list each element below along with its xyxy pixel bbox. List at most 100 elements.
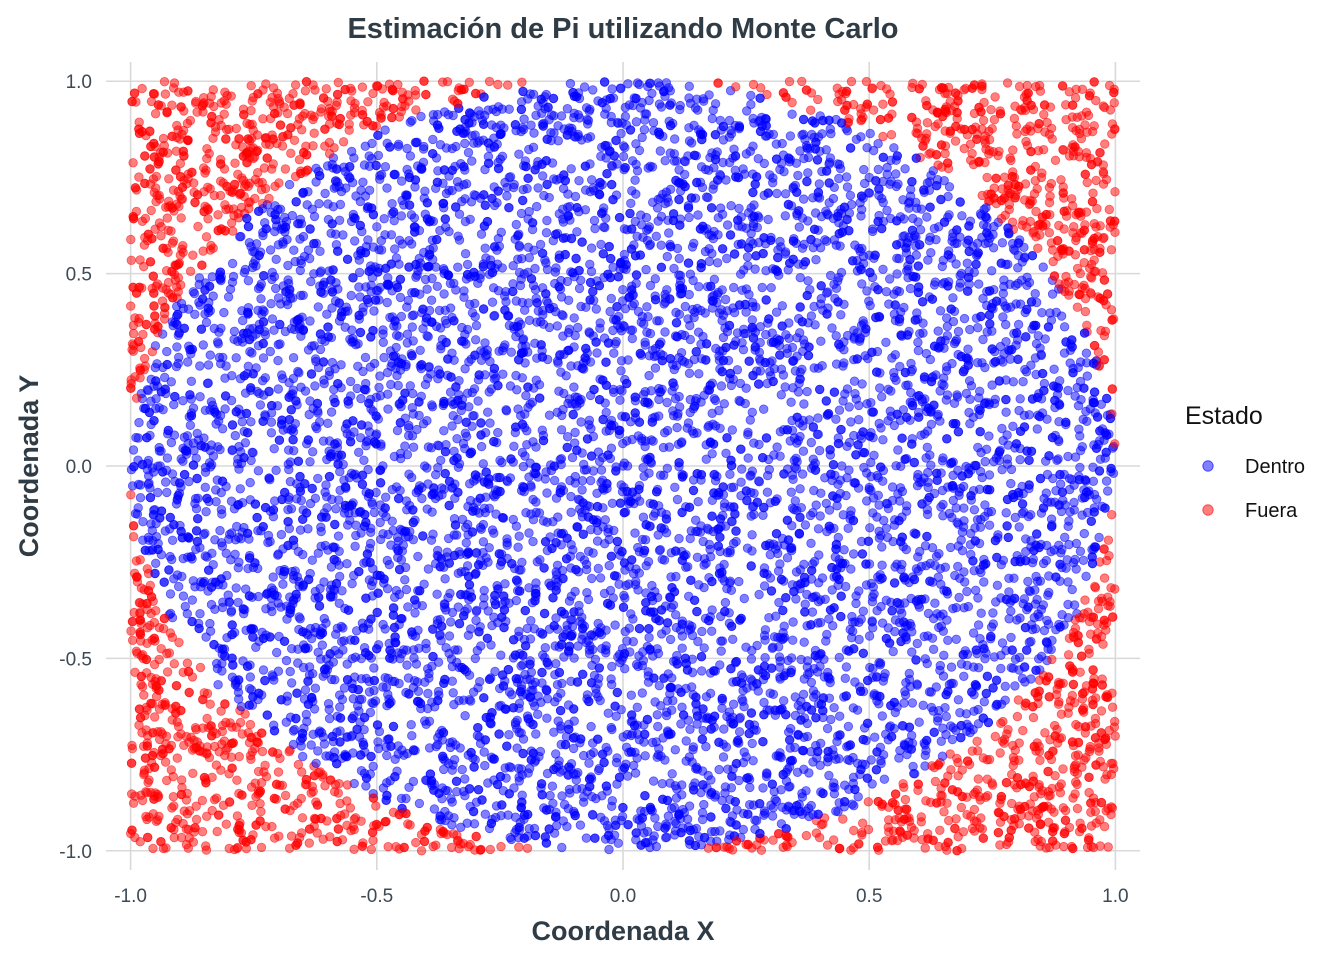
data-point-fuera: [785, 77, 794, 86]
data-point-dentro: [298, 550, 307, 559]
data-point-dentro: [254, 467, 263, 476]
data-point-dentro: [651, 698, 660, 707]
data-point-dentro: [508, 690, 517, 699]
data-point-dentro: [666, 635, 675, 644]
data-point-dentro: [826, 271, 835, 280]
data-point-fuera: [973, 737, 982, 746]
data-point-dentro: [274, 385, 283, 394]
data-point-dentro: [682, 737, 691, 746]
data-point-fuera: [957, 803, 966, 812]
data-point-dentro: [464, 148, 473, 157]
data-point-dentro: [632, 140, 641, 149]
data-point-fuera: [1031, 176, 1040, 185]
data-point-dentro: [482, 254, 491, 263]
data-point-dentro: [929, 645, 938, 654]
data-point-dentro: [592, 305, 601, 314]
data-point-fuera: [849, 826, 858, 835]
data-point-fuera: [1111, 188, 1120, 197]
data-point-dentro: [747, 512, 756, 521]
data-point-dentro: [348, 579, 357, 588]
data-point-dentro: [383, 298, 392, 307]
data-point-dentro: [407, 240, 416, 249]
data-point-fuera: [523, 844, 532, 853]
data-point-dentro: [675, 166, 684, 175]
data-point-fuera: [1108, 703, 1117, 712]
data-point-dentro: [404, 603, 413, 612]
data-point-fuera: [281, 165, 290, 174]
data-point-dentro: [174, 582, 183, 591]
data-point-dentro: [383, 751, 392, 760]
data-point-dentro: [594, 564, 603, 573]
data-point-dentro: [879, 265, 888, 274]
data-point-fuera: [150, 713, 159, 722]
data-point-dentro: [241, 439, 250, 448]
data-point-dentro: [374, 738, 383, 747]
data-point-dentro: [571, 428, 580, 437]
data-point-dentro: [497, 651, 506, 660]
data-point-dentro: [388, 199, 397, 208]
data-point-dentro: [778, 139, 787, 148]
data-point-dentro: [668, 770, 677, 779]
data-point-dentro: [715, 765, 724, 774]
data-point-dentro: [212, 497, 221, 506]
data-point-dentro: [259, 354, 268, 363]
data-point-dentro: [700, 644, 709, 653]
data-point-fuera: [310, 129, 319, 138]
data-point-dentro: [742, 107, 751, 116]
data-point-dentro: [177, 455, 186, 464]
data-point-fuera: [128, 636, 137, 645]
data-point-fuera: [1013, 712, 1022, 721]
data-point-dentro: [638, 133, 647, 142]
data-point-dentro: [781, 190, 790, 199]
data-point-dentro: [272, 648, 281, 657]
data-point-dentro: [814, 414, 823, 423]
data-point-dentro: [441, 223, 450, 232]
data-point-dentro: [491, 667, 500, 676]
data-point-dentro: [719, 753, 728, 762]
data-point-dentro: [173, 343, 182, 352]
data-point-fuera: [1045, 183, 1054, 192]
data-point-dentro: [241, 265, 250, 274]
data-point-dentro: [576, 821, 585, 830]
data-point-dentro: [947, 663, 956, 672]
data-point-dentro: [882, 338, 891, 347]
data-point-dentro: [715, 406, 724, 415]
data-point-fuera: [1100, 574, 1109, 583]
data-point-dentro: [477, 442, 486, 451]
data-point-dentro: [303, 717, 312, 726]
data-point-dentro: [1006, 280, 1015, 289]
data-point-dentro: [726, 470, 735, 479]
data-point-dentro: [642, 265, 651, 274]
data-point-dentro: [817, 337, 826, 346]
data-point-dentro: [581, 206, 590, 215]
data-point-dentro: [776, 452, 785, 461]
data-point-dentro: [188, 596, 197, 605]
data-point-dentro: [888, 483, 897, 492]
data-point-dentro: [154, 488, 163, 497]
data-point-dentro: [807, 438, 816, 447]
data-point-dentro: [799, 447, 808, 456]
data-point-fuera: [372, 802, 381, 811]
data-point-fuera: [1051, 156, 1060, 165]
data-point-dentro: [893, 270, 902, 279]
data-point-dentro: [1082, 349, 1091, 358]
data-point-fuera: [216, 191, 225, 200]
data-point-dentro: [963, 259, 972, 268]
data-point-dentro: [937, 580, 946, 589]
data-point-dentro: [673, 495, 682, 504]
data-point-dentro: [707, 627, 716, 636]
data-point-dentro: [480, 748, 489, 757]
data-point-fuera: [298, 814, 307, 823]
data-point-fuera: [1003, 79, 1012, 88]
data-point-dentro: [587, 574, 596, 583]
data-point-dentro: [895, 254, 904, 263]
data-point-dentro: [543, 216, 552, 225]
data-point-dentro: [693, 106, 702, 115]
data-point-dentro: [773, 189, 782, 198]
data-point-dentro: [443, 787, 452, 796]
data-point-dentro: [789, 475, 798, 484]
data-point-dentro: [441, 575, 450, 584]
data-point-dentro: [454, 263, 463, 272]
data-point-dentro: [206, 351, 215, 360]
data-point-dentro: [230, 327, 239, 336]
